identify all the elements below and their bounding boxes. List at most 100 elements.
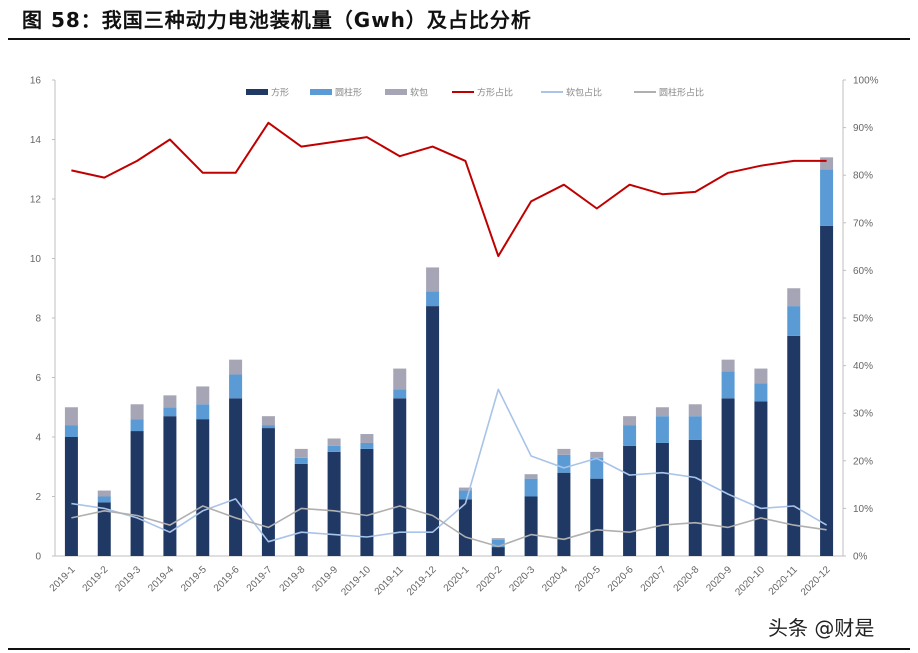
left-tick-label: 4 xyxy=(35,433,41,444)
bar-segment xyxy=(623,445,637,556)
bar-segment xyxy=(229,374,243,399)
bar-segment xyxy=(261,428,275,556)
bar-segment xyxy=(360,434,374,443)
bar-segment xyxy=(754,401,768,556)
bar-segment xyxy=(524,496,538,556)
bar-segment xyxy=(196,419,210,556)
legend-label: 方形占比 xyxy=(477,87,513,99)
right-tick-label: 100% xyxy=(853,76,879,87)
bar-segment xyxy=(524,474,538,479)
bar-segment xyxy=(261,425,275,429)
watermark: 头条 @财是 xyxy=(768,616,875,640)
bar-segment xyxy=(721,359,735,372)
left-tick-label: 0 xyxy=(35,552,41,563)
bar-segment xyxy=(491,547,505,556)
square-ratio-line xyxy=(71,121,827,258)
bar-segment xyxy=(754,383,768,402)
bar-segment xyxy=(294,448,308,458)
right-tick-label: 0% xyxy=(853,552,868,563)
x-tick-label: 2020-6 xyxy=(606,564,636,594)
x-tick-label: 2020-9 xyxy=(704,564,734,594)
bar-segment xyxy=(557,448,571,455)
right-tick-label: 70% xyxy=(853,218,873,229)
x-tick-label: 2020-10 xyxy=(733,564,767,598)
cylindrical-ratio-line xyxy=(71,505,827,548)
x-tick-label: 2019-11 xyxy=(373,564,407,598)
x-tick-label: 2019-7 xyxy=(245,564,275,594)
legend-swatch xyxy=(246,89,268,95)
bar-segment xyxy=(590,451,604,458)
x-tick-label: 2019-2 xyxy=(81,564,111,594)
bar-segment xyxy=(655,442,669,556)
legend-swatch xyxy=(310,89,332,95)
bar-segment xyxy=(491,538,505,540)
x-tick-label: 2020-11 xyxy=(767,564,801,598)
bottom-rule xyxy=(8,648,910,650)
bar-segment xyxy=(688,439,702,556)
bar-segment xyxy=(458,499,472,556)
x-tick-label: 2019-8 xyxy=(278,564,308,594)
ratio-lines xyxy=(71,121,828,548)
x-tick-label: 2019-1 xyxy=(48,564,78,594)
x-tick-label: 2020-8 xyxy=(672,564,702,594)
bar-segment xyxy=(130,431,144,556)
right-tick-label: 30% xyxy=(853,409,873,420)
left-tick-label: 14 xyxy=(30,135,42,146)
right-tick-label: 50% xyxy=(853,314,873,325)
x-tick-label: 2019-5 xyxy=(179,564,209,594)
left-tick-label: 6 xyxy=(35,373,41,384)
bar-segment xyxy=(655,407,669,417)
bar-segment xyxy=(130,404,144,420)
x-tick-label: 2020-12 xyxy=(799,564,833,598)
bar-segment xyxy=(130,419,144,432)
bar-segment xyxy=(393,389,407,399)
bar-segment xyxy=(196,404,210,420)
bar-segment xyxy=(327,451,341,556)
bar-segment xyxy=(64,407,78,426)
bar-segment xyxy=(97,496,111,503)
x-tick-label: 2019-10 xyxy=(339,564,373,598)
x-tick-label: 2019-9 xyxy=(310,564,340,594)
soft-ratio-line xyxy=(71,388,828,543)
x-tick-label: 2020-3 xyxy=(507,564,537,594)
x-axis-labels: 2019-1 2019-2 2019-3 2019-4 2019-5 2019-6 2019… xyxy=(48,564,833,598)
bar-segment xyxy=(196,386,210,405)
right-tick-label: 10% xyxy=(853,504,873,515)
bar-segment xyxy=(163,416,177,556)
bar-segment xyxy=(655,416,669,443)
legend-label: 圆柱形占比 xyxy=(659,87,704,99)
bar-segment xyxy=(787,288,801,307)
bar-segment xyxy=(163,395,177,408)
bar-segment xyxy=(458,487,472,491)
bar-segment xyxy=(64,437,78,556)
legend-swatch xyxy=(385,89,407,95)
bar-segment xyxy=(426,291,440,307)
left-tick-label: 12 xyxy=(30,195,42,206)
x-tick-label: 2019-3 xyxy=(113,564,143,594)
bar-segment xyxy=(721,398,735,556)
right-tick-label: 60% xyxy=(853,266,873,277)
bar-segment xyxy=(590,457,604,479)
bar-segment xyxy=(820,157,834,170)
bar-segment xyxy=(426,267,440,292)
x-tick-label: 2019-6 xyxy=(212,564,242,594)
bar-segment xyxy=(524,478,538,497)
left-tick-label: 2 xyxy=(35,492,41,503)
bar-segment xyxy=(787,335,801,556)
right-tick-label: 40% xyxy=(853,361,873,372)
x-tick-label: 2020-2 xyxy=(475,564,505,594)
left-tick-label: 8 xyxy=(35,314,41,325)
bar-segment xyxy=(327,438,341,446)
bar-segment xyxy=(64,425,78,437)
legend-label: 软包占比 xyxy=(566,87,602,99)
bar-segment xyxy=(360,442,374,449)
bar-segment xyxy=(393,368,407,390)
bar-segment xyxy=(590,478,604,556)
bar-segment xyxy=(688,416,702,440)
bar-segment xyxy=(97,490,111,497)
bar-segment xyxy=(491,539,505,548)
figure-title: 图 58：我国三种动力电池装机量（Gwh）及占比分析 xyxy=(22,8,532,32)
legend-label: 软包 xyxy=(410,87,428,99)
bar-series xyxy=(64,157,834,556)
